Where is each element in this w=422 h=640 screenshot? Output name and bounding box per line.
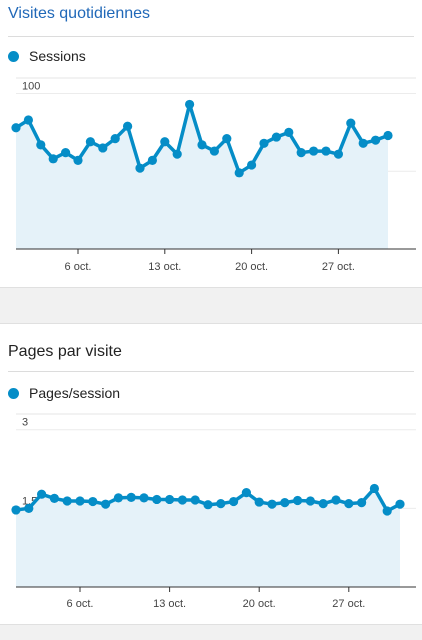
sessions-chart[interactable]: 100506 oct.13 oct.20 oct.27 oct. (0, 0, 422, 287)
pages-per-visit-card: Pages par visite Pages/session 3 1,5 6 oct… (0, 323, 422, 625)
data-point[interactable] (209, 146, 219, 156)
x-tick-label: 27 oct. (332, 598, 365, 610)
x-tick-label: 20 oct. (243, 598, 276, 610)
legend-dot-icon (8, 387, 19, 399)
data-point[interactable] (267, 499, 277, 509)
data-point[interactable] (113, 493, 123, 503)
data-point[interactable] (98, 143, 108, 153)
data-point[interactable] (383, 130, 393, 141)
data-point[interactable] (48, 154, 58, 164)
data-point[interactable] (88, 496, 98, 507)
data-point[interactable] (190, 495, 200, 505)
data-point[interactable] (110, 134, 120, 144)
data-point[interactable] (23, 115, 33, 125)
data-point[interactable] (126, 492, 136, 502)
series-area (16, 488, 400, 587)
title-divider (8, 371, 414, 372)
data-point[interactable] (382, 506, 392, 516)
data-point[interactable] (11, 505, 21, 515)
data-point[interactable] (321, 146, 331, 156)
y-tick-label: 100 (22, 81, 40, 93)
legend-label-pages-session: Pages/session (29, 385, 121, 401)
sessions-legend[interactable]: Sessions (8, 47, 86, 65)
data-point[interactable] (139, 493, 149, 503)
x-tick-label: 13 oct. (153, 598, 186, 610)
data-point[interactable] (395, 499, 405, 509)
data-point[interactable] (172, 149, 182, 159)
data-point[interactable] (75, 496, 85, 506)
data-point[interactable] (254, 497, 264, 507)
data-point[interactable] (85, 137, 95, 147)
data-point[interactable] (11, 123, 21, 133)
data-point[interactable] (305, 496, 315, 506)
data-point[interactable] (369, 483, 379, 494)
data-point[interactable] (197, 140, 207, 150)
data-point[interactable] (216, 499, 226, 509)
data-point[interactable] (222, 134, 232, 144)
title-divider (8, 36, 414, 37)
data-point[interactable] (135, 163, 145, 173)
pages-legend[interactable]: Pages/session (8, 384, 120, 402)
data-point[interactable] (101, 499, 111, 509)
data-point[interactable] (160, 137, 170, 147)
data-point[interactable] (123, 121, 133, 131)
sessions-card-title: Visites quotidiennes (8, 5, 151, 22)
data-point[interactable] (331, 495, 341, 505)
data-point[interactable] (203, 500, 213, 510)
data-point[interactable] (62, 496, 72, 506)
data-point[interactable] (185, 99, 195, 110)
data-point[interactable] (73, 155, 83, 165)
data-point[interactable] (147, 155, 157, 165)
data-point[interactable] (344, 499, 354, 509)
data-point[interactable] (357, 497, 367, 508)
sessions-card: Visites quotidiennes Sessions 100506 oct… (0, 0, 422, 288)
data-point[interactable] (293, 495, 303, 506)
pages-card-title: Pages par visite (8, 343, 122, 360)
x-tick-label: 27 oct. (322, 261, 355, 273)
pages-per-visit-chart[interactable]: 31,56 oct. 13 oct. 20 oct. 27 oct. (0, 324, 422, 624)
data-point[interactable] (152, 494, 162, 505)
data-point[interactable] (49, 493, 60, 504)
data-point[interactable] (296, 148, 306, 158)
x-tick-label: 6 oct. (67, 598, 94, 610)
x-tick-label: 20 oct. (235, 261, 268, 273)
data-point[interactable] (259, 138, 269, 148)
y-tick-label: 3 (22, 417, 28, 429)
data-point[interactable] (280, 497, 290, 508)
legend-label-sessions: Sessions (29, 48, 86, 64)
data-point[interactable] (229, 496, 239, 507)
data-point[interactable] (165, 494, 175, 505)
data-point[interactable] (333, 149, 343, 159)
legend-dot-icon (8, 50, 19, 62)
data-point[interactable] (247, 160, 257, 170)
data-point[interactable] (37, 489, 47, 499)
x-tick-label: 6 oct. (65, 261, 92, 273)
data-point[interactable] (309, 146, 319, 156)
data-point[interactable] (346, 118, 356, 128)
data-point[interactable] (61, 148, 71, 158)
data-point[interactable] (234, 168, 244, 178)
data-point[interactable] (371, 135, 381, 145)
data-point[interactable] (241, 488, 251, 498)
series-area (16, 104, 388, 249)
data-point[interactable] (318, 499, 328, 509)
data-point[interactable] (358, 138, 368, 148)
data-point[interactable] (284, 127, 294, 138)
data-point[interactable] (177, 495, 187, 505)
x-tick-label: 13 oct. (148, 261, 181, 273)
data-point[interactable] (271, 132, 281, 142)
data-point[interactable] (24, 503, 34, 513)
data-point[interactable] (36, 140, 46, 150)
